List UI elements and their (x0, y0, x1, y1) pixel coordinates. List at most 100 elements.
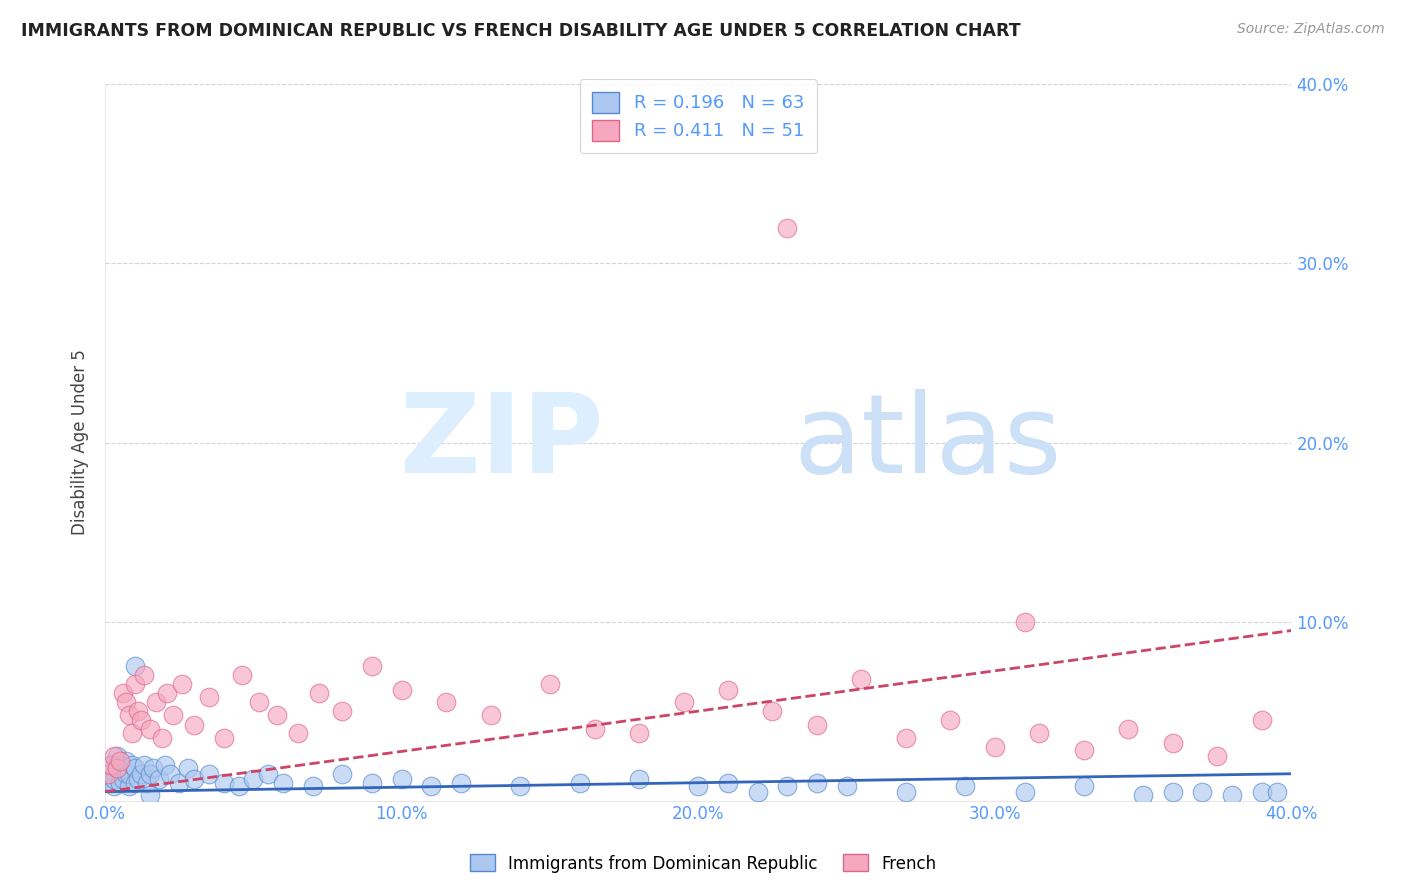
Point (150, 731, 173, 745)
Point (955, 779, 977, 793)
Point (124, 761, 146, 775)
Point (287, 725, 309, 739)
Point (121, 757, 143, 772)
Point (627, 772, 650, 786)
Point (124, 677, 146, 691)
Point (108, 757, 131, 772)
Point (121, 725, 143, 739)
Text: atlas: atlas (793, 389, 1062, 496)
Point (100, 766, 122, 780)
Point (115, 695, 138, 709)
Point (627, 725, 650, 739)
Point (1014, 785, 1036, 799)
Point (115, 754, 138, 768)
Point (672, 695, 695, 709)
Point (138, 789, 160, 803)
Point (361, 659, 384, 673)
Point (115, 766, 138, 780)
Point (688, 779, 710, 793)
Point (156, 686, 179, 700)
Point (806, 718, 828, 732)
Point (450, 775, 472, 789)
Point (105, 761, 128, 775)
Point (100, 757, 122, 772)
Point (159, 766, 181, 780)
Point (111, 686, 134, 700)
Point (1250, 785, 1272, 799)
Point (118, 707, 141, 722)
Point (100, 757, 122, 772)
Text: IMMIGRANTS FROM DOMINICAN REPUBLIC VS FRENCH DISABILITY AGE UNDER 5 CORRELATION : IMMIGRANTS FROM DOMINICAN REPUBLIC VS FR… (21, 22, 1021, 40)
Point (806, 775, 828, 789)
Point (198, 766, 221, 780)
Point (747, 785, 769, 799)
Point (1073, 743, 1095, 757)
Point (1220, 789, 1243, 803)
Point (1118, 722, 1140, 736)
Point (127, 704, 149, 718)
Point (835, 779, 858, 793)
Point (118, 779, 141, 793)
Point (172, 677, 194, 691)
Point (257, 766, 280, 780)
Point (776, 220, 799, 235)
Point (183, 772, 205, 786)
Point (583, 722, 606, 736)
Point (124, 659, 146, 673)
Point (212, 775, 235, 789)
Point (479, 707, 502, 722)
Point (1161, 785, 1184, 799)
Point (169, 775, 191, 789)
Point (132, 668, 155, 682)
Point (249, 695, 271, 709)
Point (271, 775, 294, 789)
Point (1073, 779, 1095, 793)
Point (1206, 748, 1229, 763)
Point (111, 761, 134, 775)
Point (301, 779, 323, 793)
Point (391, 772, 413, 786)
Point (103, 748, 125, 763)
Point (231, 668, 253, 682)
Point (538, 677, 561, 691)
Point (761, 704, 783, 718)
Point (1132, 789, 1154, 803)
Point (361, 775, 384, 789)
Point (717, 775, 740, 789)
Point (108, 754, 131, 768)
Point (1250, 713, 1272, 727)
Point (127, 772, 149, 786)
Point (124, 775, 146, 789)
Point (129, 713, 152, 727)
Point (509, 779, 531, 793)
Point (103, 772, 125, 786)
Point (391, 682, 413, 697)
Point (183, 718, 205, 732)
Point (568, 775, 591, 789)
Point (1191, 785, 1213, 799)
Point (103, 779, 125, 793)
Point (138, 722, 160, 736)
Legend: Immigrants from Dominican Republic, French: Immigrants from Dominican Republic, Fren… (463, 847, 943, 880)
Point (132, 757, 155, 772)
Point (138, 766, 160, 780)
Point (97, 775, 120, 789)
Point (308, 686, 330, 700)
Point (1014, 615, 1036, 629)
Point (894, 731, 917, 745)
Legend: R = 0.196   N = 63, R = 0.411   N = 51: R = 0.196 N = 63, R = 0.411 N = 51 (579, 79, 817, 153)
Point (162, 707, 184, 722)
Point (242, 772, 264, 786)
Point (266, 707, 288, 722)
Point (153, 757, 176, 772)
Point (1161, 736, 1184, 750)
Point (776, 779, 799, 793)
Point (984, 739, 1007, 754)
Point (118, 766, 141, 780)
Point (145, 695, 167, 709)
Point (105, 761, 128, 775)
Point (1265, 785, 1288, 799)
Point (332, 766, 354, 780)
Point (97, 766, 120, 780)
Text: ZIP: ZIP (401, 389, 603, 496)
